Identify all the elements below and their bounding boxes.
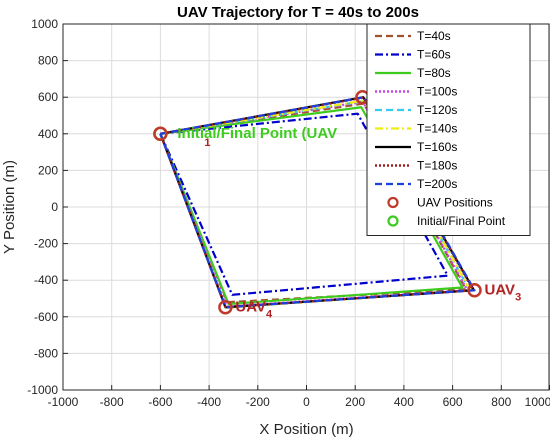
- series-line-t60s: [159, 112, 449, 296]
- x-tick-label: -200: [246, 395, 270, 409]
- x-tick-label: -800: [100, 395, 124, 409]
- legend-label: T=160s: [417, 140, 457, 154]
- uav-label-4: UAV4: [235, 298, 273, 320]
- x-tick-label: 800: [491, 395, 511, 409]
- legend-label: Initial/Final Point: [417, 214, 506, 228]
- x-tick-label: -400: [197, 395, 221, 409]
- x-tick-label: 600: [443, 395, 463, 409]
- y-tick-label: -400: [34, 273, 58, 287]
- x-tick-label: 0: [303, 395, 310, 409]
- y-tick-label: -600: [34, 310, 58, 324]
- y-axis-label: Y Position (m): [1, 160, 18, 254]
- chart-title: UAV Trajectory for T = 40s to 200s: [177, 4, 419, 21]
- legend: T=40s T=60s T=80s T=100s T=120s T=140s T=160s T…: [366, 23, 531, 236]
- legend-marker-swatch: [387, 215, 399, 227]
- uav-label-3: UAV3: [485, 281, 522, 303]
- legend-label: T=80s: [417, 66, 451, 80]
- legend-marker-swatch: [387, 196, 399, 209]
- y-tick-label: 600: [38, 90, 58, 104]
- uav-label-1-subscript: 1: [204, 137, 210, 149]
- x-tick-label: -1000: [48, 395, 79, 409]
- series-line-t80s: [159, 106, 464, 306]
- y-tick-label: 400: [38, 127, 58, 141]
- y-tick-label: 200: [38, 163, 58, 177]
- x-tick-label: 400: [394, 395, 414, 409]
- uav-position-marker-4: [218, 300, 233, 315]
- legend-label: T=120s: [417, 103, 457, 117]
- legend-label: T=180s: [417, 159, 457, 173]
- x-axis-label: X Position (m): [259, 421, 353, 438]
- uav-position-marker-3: [467, 283, 482, 298]
- series-line-t200s: [159, 96, 476, 309]
- legend-label: T=200s: [417, 177, 457, 191]
- x-tick-label: -600: [148, 395, 172, 409]
- marker-layer: [153, 89, 482, 315]
- legend-label: T=60s: [417, 48, 451, 62]
- legend-label: UAV Positions: [417, 196, 493, 210]
- legend-box: [366, 23, 531, 236]
- y-axis-ticks: -1000 -800 -600 -400 -200 0 200 400 600 800 1000: [27, 17, 68, 397]
- y-tick-label: 0: [51, 200, 58, 214]
- uav-position-marker-1: [153, 126, 168, 142]
- y-tick-label: 1000: [31, 17, 58, 31]
- y-tick-label: -1000: [27, 383, 58, 397]
- x-tick-label: 1000: [525, 395, 550, 409]
- x-tick-label: 200: [345, 395, 365, 409]
- legend-label: T=100s: [417, 85, 457, 99]
- initial-final-annotation: Initial/Final Point (UAV: [177, 125, 337, 142]
- y-tick-label: -200: [34, 237, 58, 251]
- y-tick-label: 800: [38, 54, 58, 68]
- legend-label: T=40s: [417, 29, 451, 43]
- x-axis-ticks: -1000 -800 -600 -400 -200 0 200 400 600 800 1000: [48, 385, 550, 409]
- legend-label: T=140s: [417, 122, 457, 136]
- y-tick-label: -800: [34, 346, 58, 360]
